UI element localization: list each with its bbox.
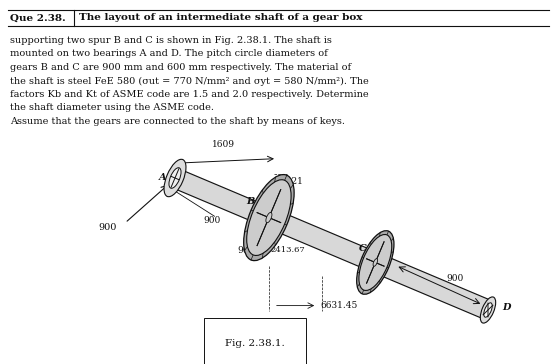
- Polygon shape: [384, 258, 492, 319]
- Ellipse shape: [243, 175, 294, 261]
- Ellipse shape: [164, 159, 186, 197]
- Text: mounted on two bearings A and D. The pitch circle diameters of: mounted on two bearings A and D. The pit…: [10, 50, 328, 59]
- Text: 2413.67: 2413.67: [271, 246, 306, 254]
- Text: supporting two spur B and C is shown in Fig. 2.38.1. The shaft is: supporting two spur B and C is shown in …: [10, 36, 332, 45]
- Text: Assume that the gears are connected to the shaft by means of keys.: Assume that the gears are connected to t…: [10, 117, 345, 126]
- Text: A: A: [159, 173, 166, 182]
- Text: C: C: [359, 244, 367, 253]
- Text: 4421: 4421: [281, 177, 304, 186]
- Ellipse shape: [247, 180, 291, 256]
- Ellipse shape: [373, 259, 378, 266]
- Text: the shaft is steel FeE 580 (σut = 770 N/mm² and σyt = 580 N/mm²). The: the shaft is steel FeE 580 (σut = 770 N/…: [10, 76, 369, 86]
- Text: 900: 900: [99, 222, 117, 232]
- Polygon shape: [171, 169, 257, 220]
- Text: 6631.45: 6631.45: [320, 301, 358, 310]
- Text: gears B and C are 900 mm and 600 mm respectively. The material of: gears B and C are 900 mm and 600 mm resp…: [10, 63, 351, 72]
- Ellipse shape: [480, 297, 496, 323]
- Text: 1609: 1609: [212, 140, 235, 149]
- Text: factors Kb and Kt of ASME code are 1.5 and 2.0 respectively. Determine: factors Kb and Kt of ASME code are 1.5 a…: [10, 90, 369, 99]
- Text: 900: 900: [203, 216, 221, 225]
- Ellipse shape: [359, 234, 392, 290]
- Ellipse shape: [484, 303, 492, 317]
- Text: D: D: [502, 304, 511, 313]
- Text: Que 2.38.: Que 2.38.: [10, 13, 66, 23]
- Text: 900: 900: [238, 246, 255, 254]
- Ellipse shape: [266, 213, 272, 223]
- Text: the shaft diameter using the ASME code.: the shaft diameter using the ASME code.: [10, 103, 214, 112]
- Text: Fig. 2.38.1.: Fig. 2.38.1.: [225, 339, 285, 348]
- Polygon shape: [281, 215, 367, 266]
- Text: B: B: [247, 197, 255, 206]
- Text: 900: 900: [447, 274, 464, 283]
- Ellipse shape: [356, 231, 394, 294]
- Text: The layout of an intermediate shaft of a gear box: The layout of an intermediate shaft of a…: [79, 13, 363, 23]
- Ellipse shape: [169, 168, 181, 188]
